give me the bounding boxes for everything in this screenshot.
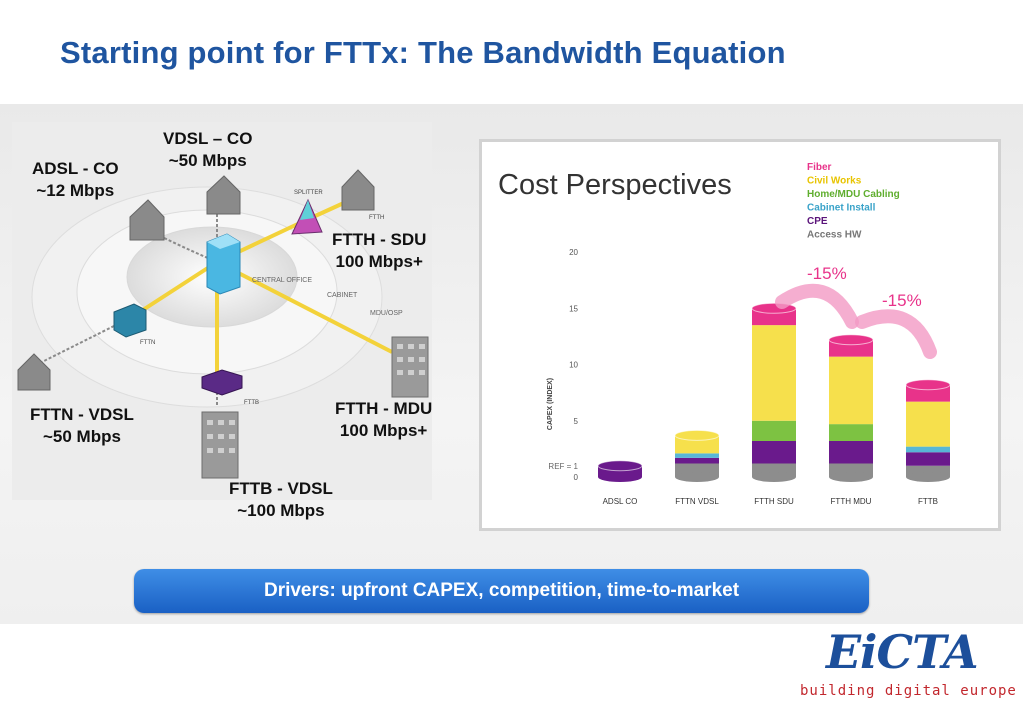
- label-ftth-sdu: FTTH - SDU 100 Mbps+: [332, 230, 427, 271]
- label-fttb-vdsl: FTTB - VDSL ~100 Mbps: [229, 479, 333, 520]
- annotation-label: -15%: [882, 291, 922, 310]
- annotation-label: -15%: [807, 264, 847, 283]
- y-tick-label: 5: [574, 417, 579, 426]
- bar-cap: [674, 429, 720, 441]
- x-category-label: FTTH MDU: [831, 497, 872, 506]
- bar-segment: [906, 452, 950, 466]
- bar-segment: [752, 420, 796, 441]
- label-ftth-small: FTTH: [369, 215, 384, 221]
- x-category-label: ADSL CO: [603, 497, 638, 506]
- bar-base: [675, 472, 719, 482]
- x-category-label: FTTN VDSL: [675, 497, 719, 506]
- cost-chart-panel: Cost Perspectives Fiber Civil Works Home/M…: [479, 139, 1001, 531]
- eicta-logo: EiCTA: [826, 625, 979, 679]
- y-axis-ticks: 20 15 10 5 0: [569, 248, 578, 482]
- y-tick-label: 10: [569, 361, 578, 370]
- chart-title: Cost Perspectives: [498, 169, 732, 201]
- bar-segment: [752, 325, 796, 421]
- chart-bars: [597, 302, 951, 482]
- y-tick-label: 20: [569, 248, 578, 257]
- legend-entry: Home/MDU Cabling: [807, 189, 900, 200]
- bar-segment: [829, 441, 873, 464]
- logo-tagline: building digital europe: [800, 683, 1017, 699]
- bar-segment: [906, 465, 950, 477]
- y-axis-label: CAPEX (INDEX): [547, 378, 554, 430]
- bar-base: [752, 472, 796, 482]
- bar-segment: [598, 465, 642, 477]
- legend-entry: Access HW: [807, 230, 862, 241]
- label-central-office: CENTRAL OFFICE: [252, 277, 312, 284]
- x-category-label: FTTB: [918, 497, 938, 506]
- legend-entry: Civil Works: [807, 176, 862, 187]
- legend-entry: Fiber: [807, 162, 832, 173]
- label-cabinet: CABINET: [327, 292, 358, 299]
- drivers-banner: Drivers: upfront CAPEX, competition, tim…: [134, 569, 869, 613]
- bar-segment: [829, 356, 873, 425]
- y-tick-label: 0: [574, 473, 579, 482]
- network-diagram-svg: CENTRAL OFFICE CABINET MDU/OSP SPLITTER …: [17, 169, 429, 479]
- bar-cap: [597, 460, 643, 472]
- x-category-label: FTTH SDU: [754, 497, 794, 506]
- label-fttn-vdsl: FTTN - VDSL ~50 Mbps: [30, 405, 134, 446]
- label-ftth-mdu: FTTH - MDU 100 Mbps+: [335, 399, 433, 440]
- chart-annotations: -15% -15%: [775, 264, 937, 359]
- bar-segment: [675, 457, 719, 464]
- ref-label: REF = 1: [548, 462, 578, 471]
- x-axis-categories: ADSL CO FTTN VDSL FTTH SDU FTTH MDU FTTB: [603, 497, 938, 506]
- label-fttn-small: FTTN: [140, 340, 155, 346]
- bar-segment: [752, 441, 796, 464]
- bar-segment: [906, 401, 950, 447]
- y-tick-label: 15: [569, 304, 578, 313]
- reduction-arrow: [855, 309, 937, 359]
- bar-segment: [906, 446, 950, 453]
- label-mdu-osp: MDU/OSP: [370, 310, 403, 317]
- label-vdsl-co: VDSL – CO ~50 Mbps: [163, 129, 253, 170]
- label-splitter: SPLITTER: [294, 190, 323, 196]
- legend-entry: Cabinet Install: [807, 203, 876, 214]
- bar-segment: [829, 424, 873, 441]
- cost-chart: Cost Perspectives Fiber Civil Works Home/M…: [498, 162, 951, 506]
- label-adsl: ADSL - CO ~12 Mbps: [32, 159, 119, 200]
- page-title: Starting point for FTTx: The Bandwidth E…: [60, 35, 786, 70]
- label-fttb-small: FTTB: [244, 400, 259, 406]
- bar-base: [598, 472, 642, 482]
- reduction-arrow: [775, 283, 859, 329]
- building-icon: [201, 336, 429, 479]
- bar-base: [829, 472, 873, 482]
- central-office-icon: [206, 233, 241, 295]
- fttn-cabinet-icon: [113, 303, 147, 338]
- bar-cap: [905, 379, 951, 391]
- bar-segment: [675, 453, 719, 458]
- chart-legend: Fiber Civil Works Home/MDU Cabling Cabinet …: [807, 162, 900, 241]
- network-diagram: CENTRAL OFFICE CABINET MDU/OSP SPLITTER …: [12, 122, 432, 500]
- house-icon: [17, 169, 375, 391]
- bar-cap: [828, 334, 874, 346]
- legend-entry: CPE: [807, 216, 828, 227]
- bar-base: [906, 472, 950, 482]
- fttb-unit-icon: [201, 369, 243, 396]
